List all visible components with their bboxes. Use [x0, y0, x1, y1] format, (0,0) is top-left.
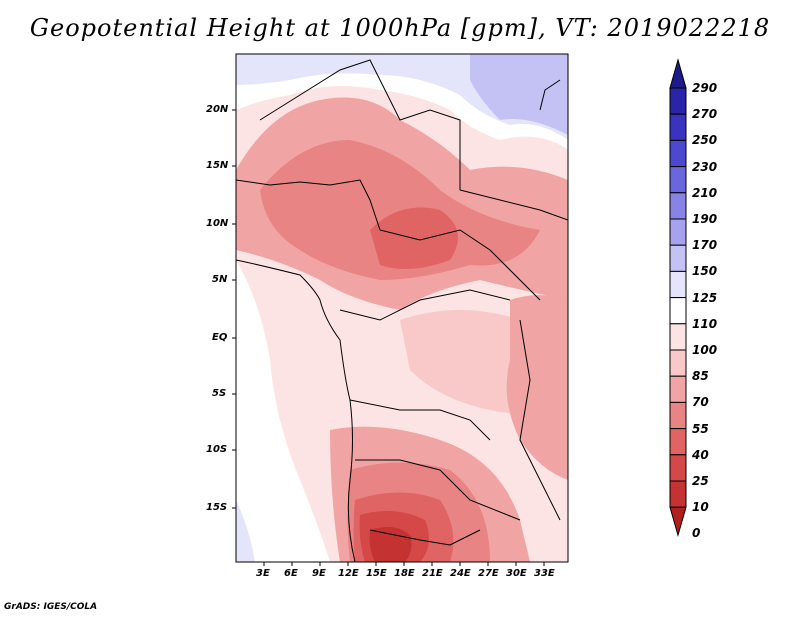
color-bar-top-arrow: [669, 58, 687, 89]
lat-tick-label: 5S: [212, 388, 227, 399]
footer-credit: GrADS: IGES/COLA: [4, 602, 98, 612]
color-bar-swatch: [669, 349, 687, 377]
color-bar-level-label: 290: [692, 81, 718, 95]
color-bar-swatch: [669, 87, 687, 115]
lon-tick-label: 30E: [506, 568, 527, 579]
lon-tick-label: 3E: [256, 568, 270, 579]
color-bar-level-label: 40: [692, 447, 709, 462]
lon-tick-label: 15E: [366, 568, 387, 579]
color-bar-swatch: [669, 218, 687, 246]
color-bar-swatch: [669, 244, 687, 272]
contour-fill: [236, 54, 568, 562]
color-bar-swatch: [669, 428, 687, 456]
color-bar-level-label: 25: [692, 474, 709, 488]
color-bar-level-label: 210: [692, 185, 718, 200]
lon-tick-label: 6E: [284, 568, 298, 579]
lon-tick-label: 27E: [478, 568, 499, 579]
color-bar-level-label: 125: [692, 290, 718, 305]
axis-ticks: [232, 109, 545, 566]
color-bar-level-label: 10: [692, 500, 709, 515]
color-bar-swatch: [669, 323, 687, 351]
color-bar-level-label: 150: [692, 264, 718, 279]
color-bar-swatch: [669, 454, 687, 482]
color-bar-level-label: 55: [692, 421, 709, 436]
lat-tick-label: EQ: [212, 332, 228, 343]
color-bar-swatch: [669, 401, 687, 430]
lat-tick-label: 15N: [206, 160, 229, 171]
color-bar-level-label: 70: [692, 395, 709, 410]
color-bar-swatch: [669, 113, 687, 141]
map-frame: [235, 53, 569, 563]
lat-tick-label: 10S: [206, 444, 228, 455]
color-bar-swatch: [669, 139, 687, 168]
color-bar-swatch: [669, 375, 687, 403]
lon-tick-label: 18E: [394, 568, 415, 579]
lon-tick-label: 21E: [422, 568, 443, 579]
color-bar-level-label: 230: [692, 159, 718, 174]
color-bar-level-label: 190: [692, 212, 718, 226]
lon-tick-label: 33E: [534, 568, 555, 579]
color-bar-level-label: 110: [692, 316, 718, 331]
map-title: Geopotential Height at 1000hPa [gpm], VT…: [29, 14, 771, 42]
color-bar-swatch: [669, 270, 687, 299]
color-bar-swatch: [669, 480, 687, 508]
lat-tick-label: 15S: [206, 502, 228, 513]
lon-tick-label: 24E: [450, 568, 471, 579]
color-bar-level-label: 250: [692, 133, 718, 148]
color-bar-level-label: 100: [692, 343, 718, 357]
lon-tick-label: 12E: [338, 568, 359, 579]
lon-tick-label: 9E: [312, 568, 326, 579]
lat-tick-label: 10N: [206, 218, 229, 229]
lat-tick-label: 20N: [206, 104, 229, 115]
lat-tick-label: 5N: [212, 274, 228, 285]
color-bar-bottom-arrow: [669, 506, 687, 538]
color-bar-swatch: [669, 297, 687, 325]
color-bar-swatch: [669, 192, 687, 220]
color-bar-level-label: 0: [692, 526, 701, 541]
color-bar-level-label: 85: [692, 369, 709, 384]
color-bar-swatch: [669, 166, 687, 194]
color-bar-level-label: 270: [692, 107, 718, 122]
country-borders: [236, 59, 568, 562]
color-bar-level-label: 170: [692, 238, 718, 253]
